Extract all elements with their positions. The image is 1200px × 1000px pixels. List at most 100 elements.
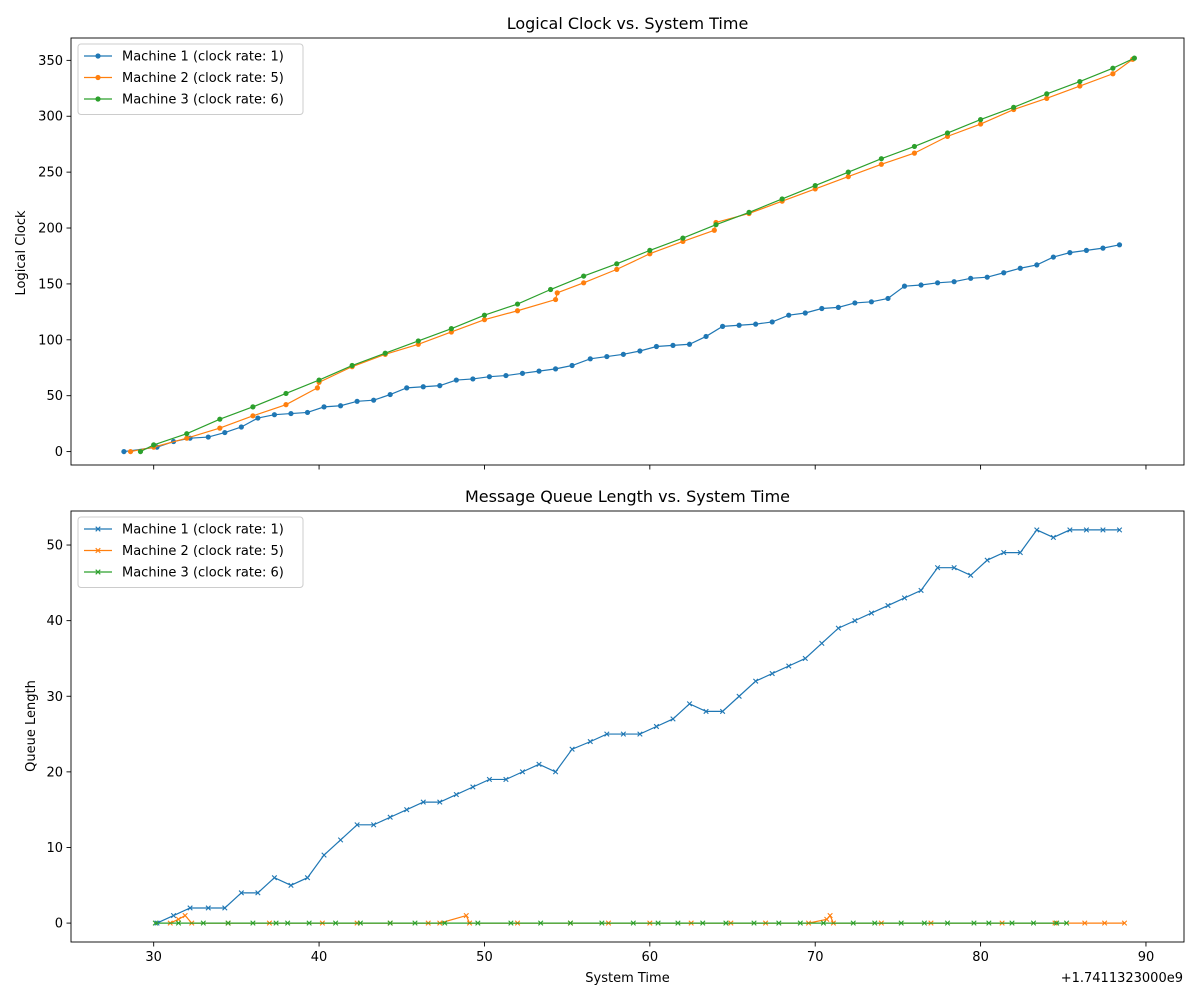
queue-series-1-point [238, 890, 245, 896]
clock-series-3-point [184, 431, 190, 437]
queue-ytick-label-50: 50 [46, 539, 63, 554]
clock-series-1-point [222, 429, 228, 436]
queue-ytick-label-30: 30 [46, 690, 63, 705]
clock-series-1-point [1001, 270, 1007, 276]
queue-ytick-label-10: 10 [46, 841, 63, 856]
clock-legend-box [77, 43, 304, 115]
queue-series-1-point [552, 769, 559, 775]
queue-length-panel: Message Queue Length vs. System Time Que… [24, 487, 1185, 986]
clock-series-3-point [1011, 104, 1017, 110]
clock-legend-marker-3 [95, 96, 101, 102]
clock-series-1-point [637, 348, 643, 354]
clock-ytick-label-250: 250 [38, 166, 63, 181]
queue-series-1-point [354, 822, 360, 828]
queue-series-3-point [655, 920, 661, 926]
queue-series-1-point [304, 875, 311, 881]
clock-ytick-label-100: 100 [38, 333, 63, 348]
clock-legend-marker-2 [95, 74, 101, 81]
clock-series-2-point [1110, 71, 1116, 77]
clock-series-1-point [934, 280, 941, 286]
queue-xtick-label-60: 60 [642, 950, 659, 965]
queue-series-1-point [1083, 527, 1090, 533]
queue-xtick-label-70: 70 [807, 950, 824, 965]
queue-series-1-point [187, 905, 193, 911]
queue-series-3-point [537, 920, 544, 926]
clock-series-1-point [802, 310, 808, 316]
queue-series-1-point [569, 746, 575, 752]
queue-series-3-point [387, 920, 393, 926]
queue-series-3-point [475, 920, 481, 926]
clock-series-3-point [349, 362, 355, 369]
clock-ytick-label-200: 200 [38, 222, 63, 237]
clock-series-1-point [968, 275, 974, 281]
queue-ytick-label-0: 0 [55, 917, 63, 932]
queue-series-1-point [670, 716, 676, 722]
queue-series-3-point [332, 920, 339, 926]
queue-series-1-point [222, 905, 228, 911]
queue-legend-label-3: Machine 3 (clock rate: 6) [122, 566, 284, 581]
clock-series-2-point [554, 290, 560, 296]
clock-series-2-point [514, 308, 521, 314]
clock-series-3-point [1110, 65, 1116, 71]
queue-series-3-point [986, 920, 992, 926]
queue-series-3-point [599, 920, 605, 926]
clock-series-1-point [620, 351, 626, 357]
queue-series-2-point [1101, 920, 1108, 926]
queue-series-1-point [503, 776, 509, 783]
clock-series-1-point [885, 295, 891, 302]
queue-series-1-point [1116, 527, 1123, 533]
queue-series-2-point [463, 912, 469, 919]
queue-series-1-point [934, 565, 941, 571]
queue-series-3-point [1030, 920, 1037, 926]
queue-length-title: Message Queue Length vs. System Time [465, 487, 790, 506]
queue-series-3-point [898, 920, 904, 926]
clock-series-2-point [711, 227, 717, 233]
queue-series-1-point [637, 731, 643, 737]
queue-series-1-point [271, 875, 278, 881]
clock-legend: Machine 1 (clock rate: 1) Machine 2 (cloc… [77, 43, 304, 115]
queue-length-ylabel: Queue Length [24, 680, 39, 772]
clock-series-3-point [680, 235, 686, 241]
clock-series-1-point [719, 323, 726, 329]
clock-series-2-point [481, 317, 488, 323]
queue-series-3-point [284, 920, 291, 926]
queue-series-1-point [370, 822, 377, 828]
queue-series-3-point [820, 920, 827, 926]
clock-series-1-point [420, 384, 426, 390]
queue-series-2-point [1121, 920, 1128, 926]
clock-series-1-point [686, 341, 693, 347]
clock-series-2-point [1044, 95, 1050, 101]
clock-series-3-point [217, 416, 223, 422]
clock-series-1-point [951, 279, 957, 285]
queue-series-1-point [1017, 549, 1023, 556]
clock-series-1-point [852, 300, 858, 306]
clock-series-1-point [587, 356, 593, 362]
queue-series-1-point [255, 890, 261, 896]
clock-series-3-point [614, 261, 620, 267]
clock-series-1-point [653, 343, 660, 350]
clock-series-2-point [184, 435, 190, 441]
queue-series-2-point [827, 912, 833, 919]
queue-series-1-point [918, 587, 924, 594]
queue-series-1-point [835, 625, 842, 631]
queue-legend-box [77, 516, 304, 588]
clock-ytick-label-0: 0 [55, 445, 63, 460]
queue-series-1-point [604, 731, 610, 737]
clock-series-3-point [137, 448, 144, 455]
clock-series-1-point [1050, 254, 1056, 260]
clock-ytick-label-50: 50 [46, 389, 63, 404]
queue-series-3-point [751, 920, 757, 926]
queue-legend: Machine 1 (clock rate: 1) Machine 2 (cloc… [77, 516, 304, 588]
clock-series-1-point [868, 299, 875, 305]
queue-series-1-point [1067, 527, 1073, 533]
queue-series-1-point [205, 905, 211, 911]
queue-series-3-point [1063, 920, 1070, 926]
clock-series-1-point [503, 372, 509, 379]
clock-series-3-point [151, 442, 157, 448]
queue-series-3-point [152, 920, 159, 926]
queue-series-1-point [420, 799, 426, 805]
queue-series-2-point [1082, 920, 1088, 926]
queue-series-1-point [653, 723, 660, 730]
clock-series-3-point [316, 377, 322, 383]
queue-legend-marker-1 [95, 526, 101, 532]
